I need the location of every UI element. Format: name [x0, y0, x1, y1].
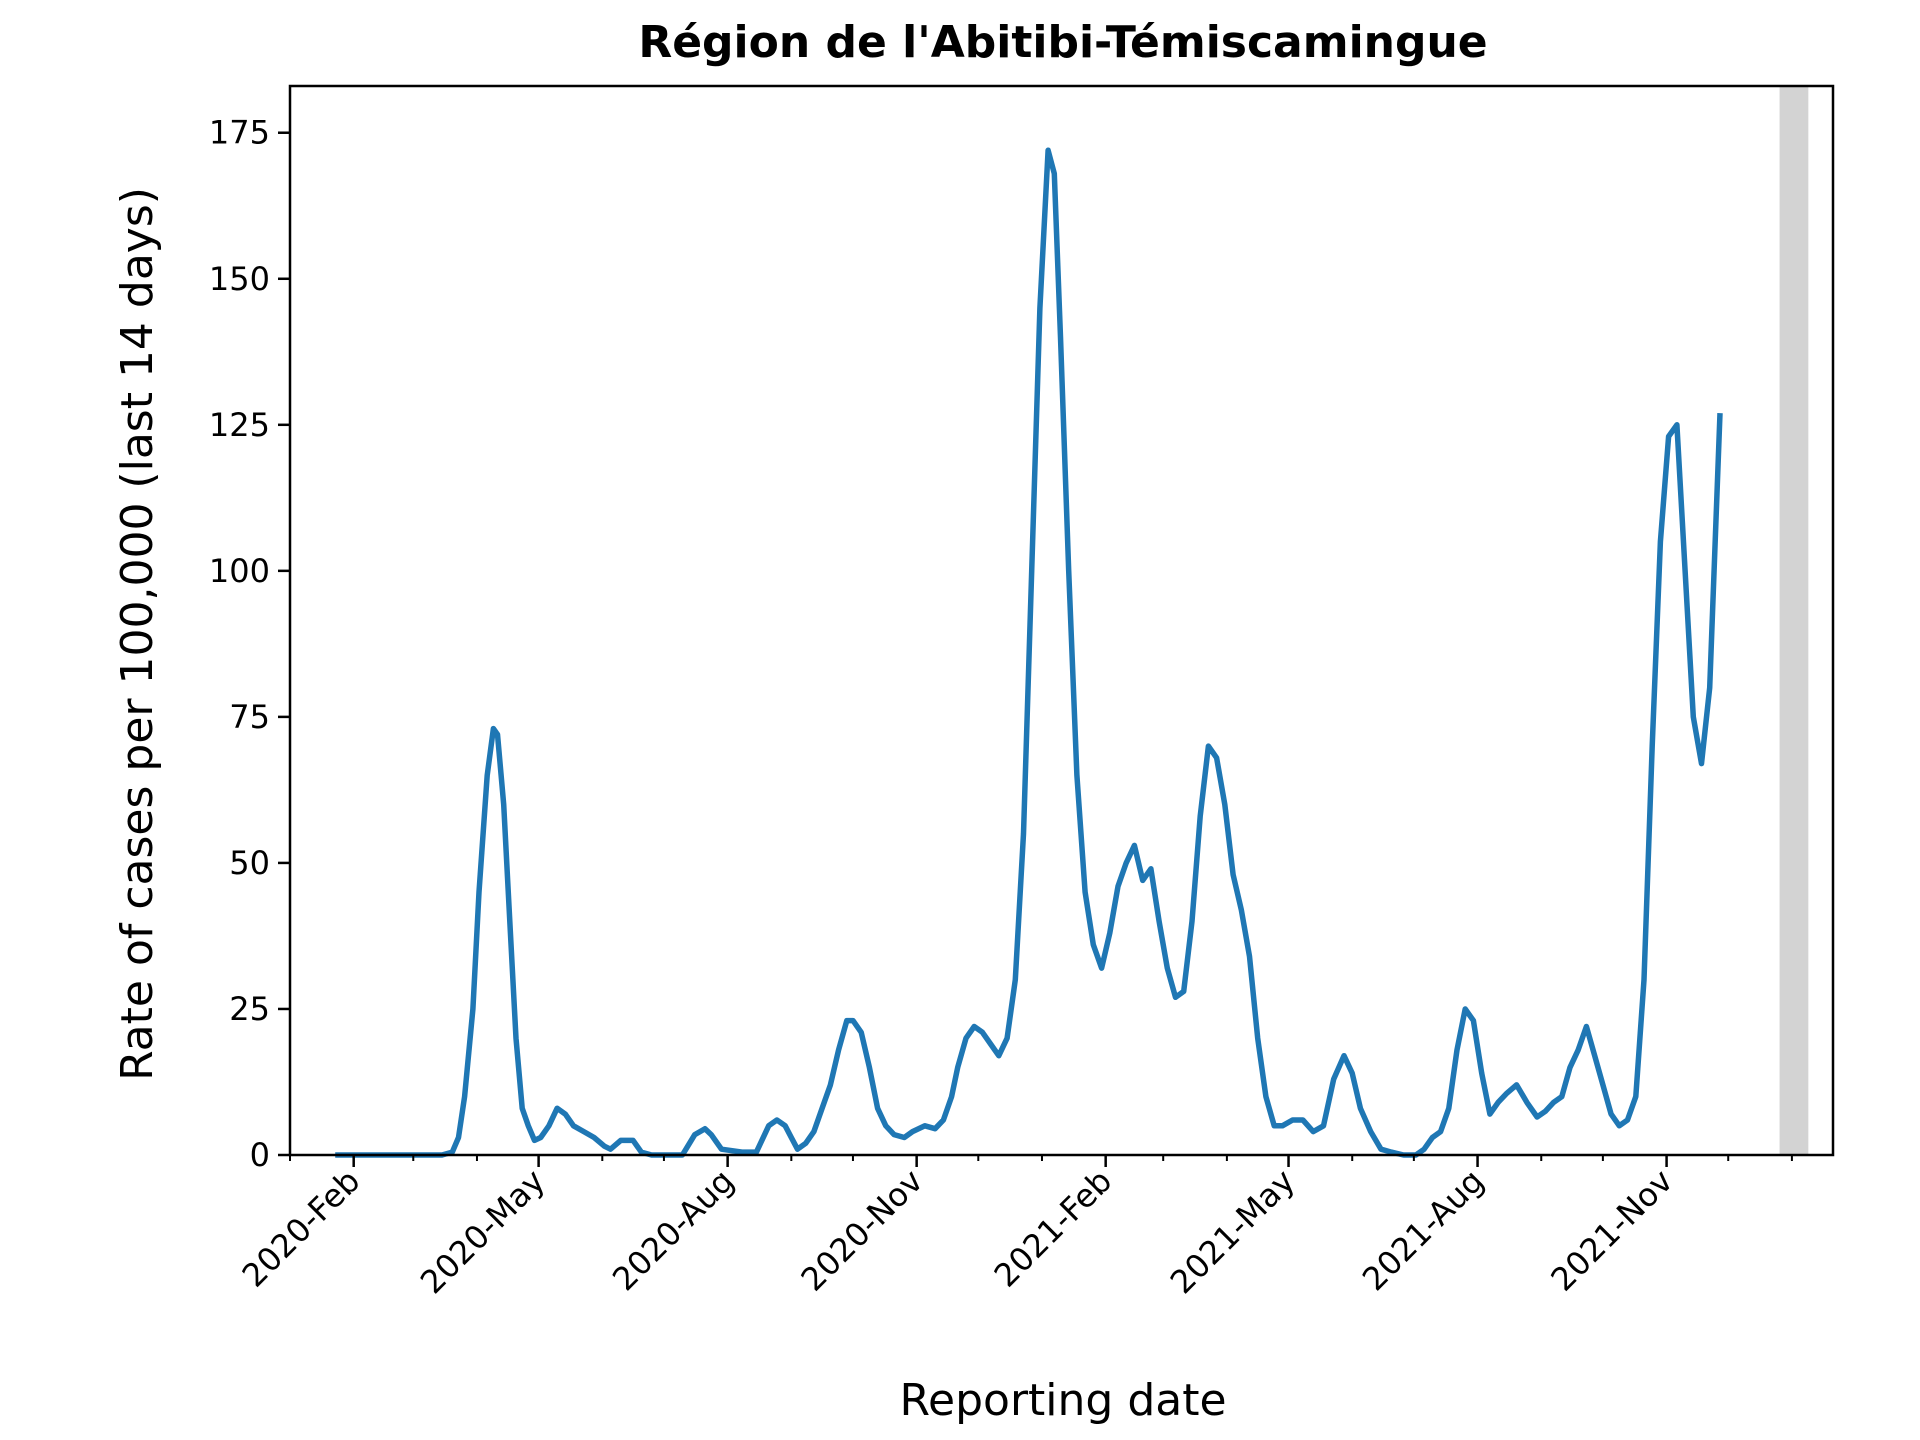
plot-area: 0 25 50 75 100 125 150 175 2020-Feb 2020-May 2020-… [209, 84, 1835, 1301]
y-tick-label-175: 175 [209, 114, 270, 152]
x-axis-title: Reporting date [899, 1375, 1226, 1426]
y-tick-label-25: 25 [229, 990, 270, 1028]
y-tick-label-0: 0 [250, 1136, 270, 1174]
y-axis-title: Rate of cases per 100,000 (last 14 days) [112, 187, 163, 1081]
y-tick-label-150: 150 [209, 260, 270, 298]
y-tick-label-100: 100 [209, 552, 270, 590]
plot-frame [288, 84, 1835, 1157]
y-tick-label-125: 125 [209, 406, 270, 444]
series-line-0 [335, 147, 1723, 1158]
x-tick-label-3: 2020-Nov [794, 1162, 931, 1299]
x-tick-label-4: 2021-Feb [987, 1162, 1120, 1295]
x-tick-label-5: 2021-May [1163, 1162, 1302, 1301]
x-tick-label-0: 2020-Feb [235, 1162, 368, 1295]
y-tick-label-75: 75 [229, 698, 270, 736]
x-tick-label-7: 2021-Nov [1543, 1162, 1680, 1299]
x-tick-label-2: 2020-Aug [605, 1162, 741, 1298]
chart-title: Région de l'Abitibi-Témiscamingue [638, 17, 1487, 68]
x-tick-label-1: 2020-May [413, 1162, 552, 1301]
shaded-region [1779, 86, 1809, 1155]
x-tick-label-6: 2021-Aug [1355, 1162, 1491, 1298]
y-tick-label-50: 50 [229, 844, 270, 882]
